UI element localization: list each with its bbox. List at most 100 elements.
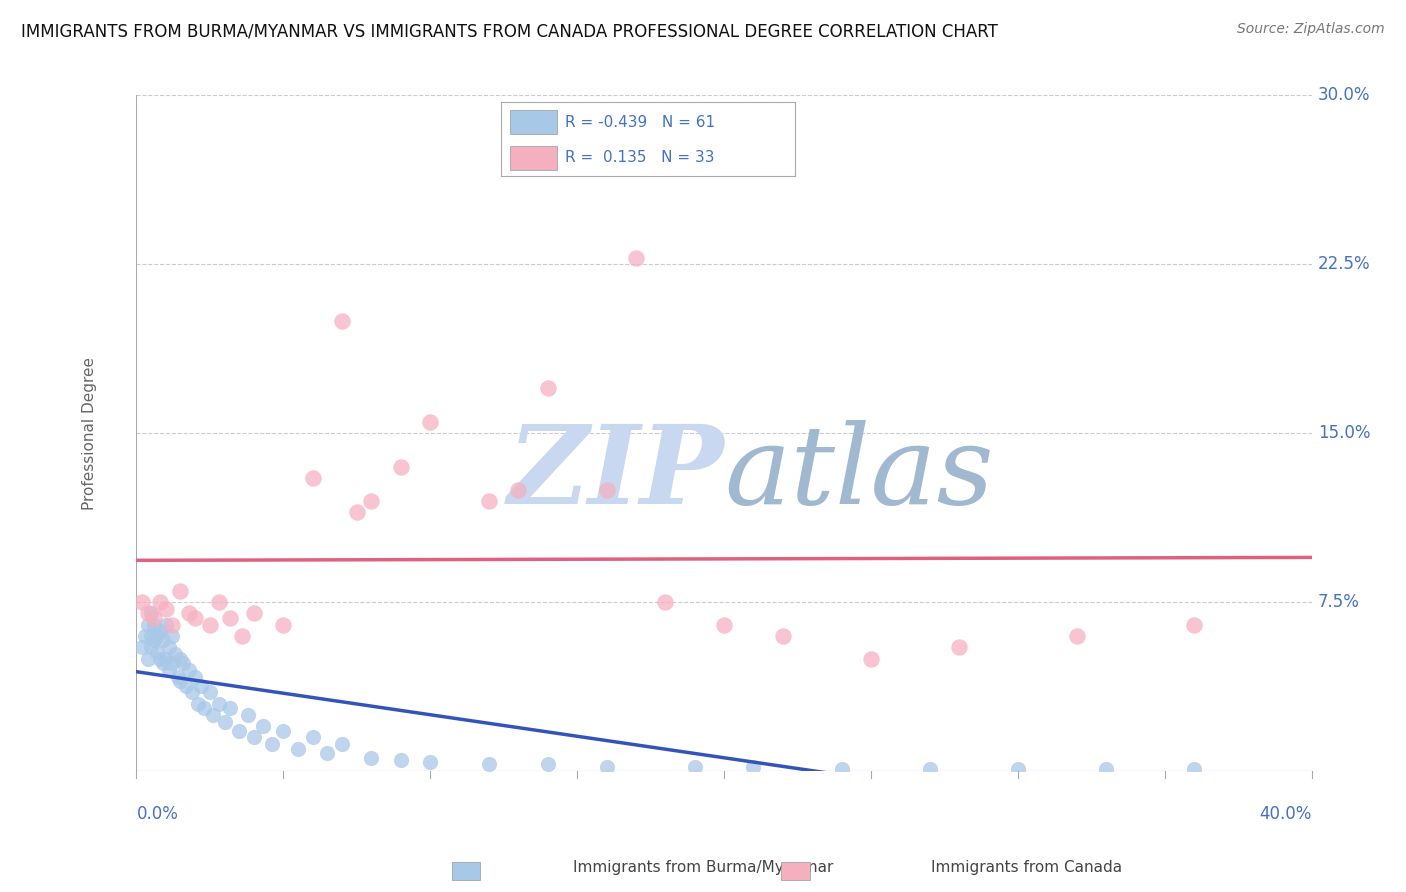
Point <box>160 629 183 643</box>
Point <box>136 651 159 665</box>
Point <box>198 617 221 632</box>
Text: Immigrants from Burma/Myanmar: Immigrants from Burma/Myanmar <box>572 860 834 874</box>
Point <box>149 595 172 609</box>
Point <box>134 629 156 643</box>
Point <box>389 753 412 767</box>
Point <box>219 701 242 715</box>
Point <box>184 669 207 683</box>
Point <box>478 493 501 508</box>
Point <box>149 624 172 639</box>
Point <box>360 493 382 508</box>
Point <box>146 629 169 643</box>
Point <box>155 617 177 632</box>
Point <box>301 471 323 485</box>
Text: 30.0%: 30.0% <box>1317 87 1371 104</box>
Point <box>198 685 221 699</box>
Point <box>918 762 941 776</box>
Point <box>143 633 166 648</box>
Point <box>860 651 883 665</box>
Point <box>595 483 617 497</box>
Point <box>537 757 560 772</box>
Point <box>152 656 174 670</box>
Point <box>831 762 853 776</box>
Point <box>1182 617 1205 632</box>
Point <box>772 629 794 643</box>
Point <box>181 685 204 699</box>
Point <box>160 656 183 670</box>
Point <box>260 737 283 751</box>
Point <box>214 714 236 729</box>
Point <box>228 723 250 738</box>
Text: 0.0%: 0.0% <box>136 805 179 823</box>
Point <box>273 617 295 632</box>
Point <box>273 723 295 738</box>
Point <box>243 607 266 621</box>
Point <box>155 651 177 665</box>
Point <box>143 617 166 632</box>
Point <box>316 746 339 760</box>
Text: Source: ZipAtlas.com: Source: ZipAtlas.com <box>1237 22 1385 37</box>
Point <box>243 731 266 745</box>
Point <box>624 251 647 265</box>
Point <box>236 707 259 722</box>
Point <box>478 757 501 772</box>
Point <box>683 759 706 773</box>
Point <box>139 629 162 643</box>
Text: 15.0%: 15.0% <box>1317 425 1371 442</box>
Point <box>139 607 162 621</box>
Point <box>1007 762 1029 776</box>
Point <box>157 640 180 655</box>
Point <box>346 505 368 519</box>
Point <box>201 707 224 722</box>
Text: 7.5%: 7.5% <box>1317 593 1360 611</box>
Point <box>508 483 530 497</box>
Point <box>208 697 231 711</box>
Point <box>146 645 169 659</box>
Text: Immigrants from Canada: Immigrants from Canada <box>931 860 1122 874</box>
Point <box>595 759 617 773</box>
Point <box>713 617 735 632</box>
Point <box>172 656 194 670</box>
Point <box>742 759 765 773</box>
Point <box>360 750 382 764</box>
Text: 22.5%: 22.5% <box>1317 255 1371 273</box>
Point <box>155 602 177 616</box>
Point <box>252 719 274 733</box>
Point <box>1066 629 1088 643</box>
Point <box>187 697 209 711</box>
Point <box>301 731 323 745</box>
Point <box>166 669 188 683</box>
Point <box>219 611 242 625</box>
Point <box>179 663 201 677</box>
Point <box>176 679 198 693</box>
Point <box>419 415 441 429</box>
Point <box>169 673 191 688</box>
Point <box>163 647 186 661</box>
Point <box>152 633 174 648</box>
Point <box>948 640 970 655</box>
Point <box>169 651 191 665</box>
Point <box>184 611 207 625</box>
Point <box>208 595 231 609</box>
Point <box>537 381 560 395</box>
Text: ZIP: ZIP <box>508 420 724 527</box>
Point <box>190 679 212 693</box>
Point <box>143 611 166 625</box>
Point <box>139 640 162 655</box>
Point <box>136 617 159 632</box>
Point <box>1182 762 1205 776</box>
Point <box>169 583 191 598</box>
Point <box>1095 762 1118 776</box>
Text: atlas: atlas <box>724 420 994 527</box>
Point <box>131 640 153 655</box>
Point <box>136 607 159 621</box>
Point <box>330 737 353 751</box>
Point <box>330 313 353 327</box>
Point <box>231 629 253 643</box>
Point <box>419 755 441 769</box>
Point <box>287 741 309 756</box>
Point <box>160 617 183 632</box>
Point <box>389 460 412 475</box>
Point <box>131 595 153 609</box>
Point <box>149 651 172 665</box>
